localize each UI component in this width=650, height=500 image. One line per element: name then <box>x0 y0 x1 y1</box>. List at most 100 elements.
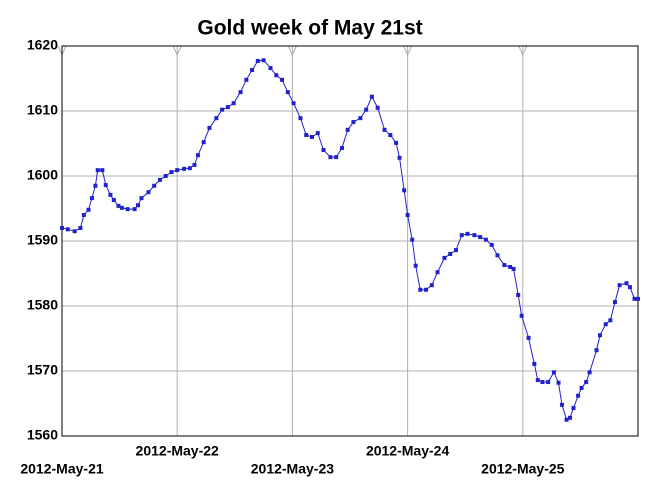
data-point <box>511 266 516 271</box>
data-point <box>617 283 622 288</box>
data-point <box>152 183 157 188</box>
data-point <box>345 127 350 132</box>
data-point <box>516 292 521 297</box>
data-point <box>139 196 144 201</box>
data-point <box>339 146 344 151</box>
y-tick-label: 1600 <box>27 167 58 183</box>
data-point <box>315 131 320 136</box>
data-point <box>169 170 174 175</box>
data-point <box>95 168 100 173</box>
x-tick-label: 2012-May-23 <box>251 461 334 477</box>
data-point <box>424 287 429 292</box>
data-point <box>429 283 434 288</box>
data-point <box>60 226 64 230</box>
y-tick-label: 1570 <box>27 362 58 378</box>
data-point <box>459 233 464 238</box>
data-point <box>478 235 483 240</box>
data-point <box>238 90 243 95</box>
data-point <box>564 417 569 422</box>
data-point <box>111 198 116 203</box>
data-point <box>442 255 447 260</box>
data-point <box>231 101 236 106</box>
data-point <box>418 287 423 292</box>
data-point <box>78 226 83 230</box>
data-point <box>100 168 105 173</box>
data-point <box>261 58 266 63</box>
data-point <box>587 370 592 375</box>
x-tick-label: 2012-May-21 <box>20 461 103 477</box>
data-point <box>93 183 98 188</box>
data-point <box>576 393 581 398</box>
data-point <box>268 66 273 71</box>
y-tick-label: 1580 <box>27 297 58 313</box>
data-point <box>413 263 418 268</box>
data-point <box>489 242 494 247</box>
data-point <box>65 227 70 232</box>
data-point <box>526 335 531 340</box>
data-point <box>556 380 561 385</box>
data-point <box>220 107 225 112</box>
data-point <box>540 380 545 385</box>
data-point <box>584 380 589 385</box>
y-tick-label: 1620 <box>27 37 58 53</box>
data-point <box>250 68 255 73</box>
chart-title: Gold week of May 21st <box>197 17 422 40</box>
y-tick-label: 1560 <box>27 427 58 443</box>
data-point <box>410 237 415 242</box>
data-point <box>448 252 453 256</box>
y-tick-label: 1590 <box>27 232 58 248</box>
data-point <box>309 135 314 139</box>
tick-mark <box>172 45 182 57</box>
data-point <box>244 77 249 82</box>
tick-mark <box>403 45 413 57</box>
data-point <box>175 168 180 173</box>
data-point <box>502 263 507 268</box>
data-point <box>192 162 197 167</box>
data-point <box>369 94 374 99</box>
data-point <box>624 281 629 286</box>
data-point <box>571 406 576 411</box>
data-point <box>195 153 200 158</box>
data-point <box>453 248 458 253</box>
data-point <box>214 116 219 121</box>
x-tick-label: 2012-May-24 <box>366 443 449 459</box>
data-point <box>597 333 602 338</box>
y-tick-label: 1610 <box>27 102 58 118</box>
data-point <box>405 213 410 217</box>
data-point <box>579 385 584 390</box>
data-point <box>636 296 640 301</box>
data-point <box>207 125 212 130</box>
data-point <box>394 140 399 145</box>
data-point <box>559 402 564 407</box>
data-point <box>157 177 162 182</box>
data-point <box>375 105 380 110</box>
data-point <box>546 380 551 385</box>
data-point <box>298 116 303 121</box>
data-point <box>603 322 608 327</box>
data-point <box>364 107 369 112</box>
data-point <box>568 415 573 420</box>
data-point <box>358 116 363 121</box>
x-tick-label: 2012-May-22 <box>136 443 219 459</box>
data-point <box>187 166 192 171</box>
data-point <box>532 361 537 366</box>
data-point <box>225 105 230 110</box>
data-point <box>163 174 168 178</box>
data-point <box>388 133 393 138</box>
x-tick-label: 2012-May-25 <box>481 461 564 477</box>
data-point <box>132 207 137 212</box>
data-point <box>608 318 613 323</box>
data-point <box>321 148 326 152</box>
data-point <box>108 192 113 197</box>
data-point <box>382 127 387 132</box>
data-point <box>402 188 407 193</box>
data-point <box>285 90 290 95</box>
data-point <box>274 73 279 78</box>
data-point <box>72 229 77 234</box>
data-point <box>594 348 599 353</box>
tick-mark <box>287 45 297 57</box>
data-point <box>535 378 540 383</box>
data-point <box>334 155 339 160</box>
data-point <box>397 155 402 160</box>
